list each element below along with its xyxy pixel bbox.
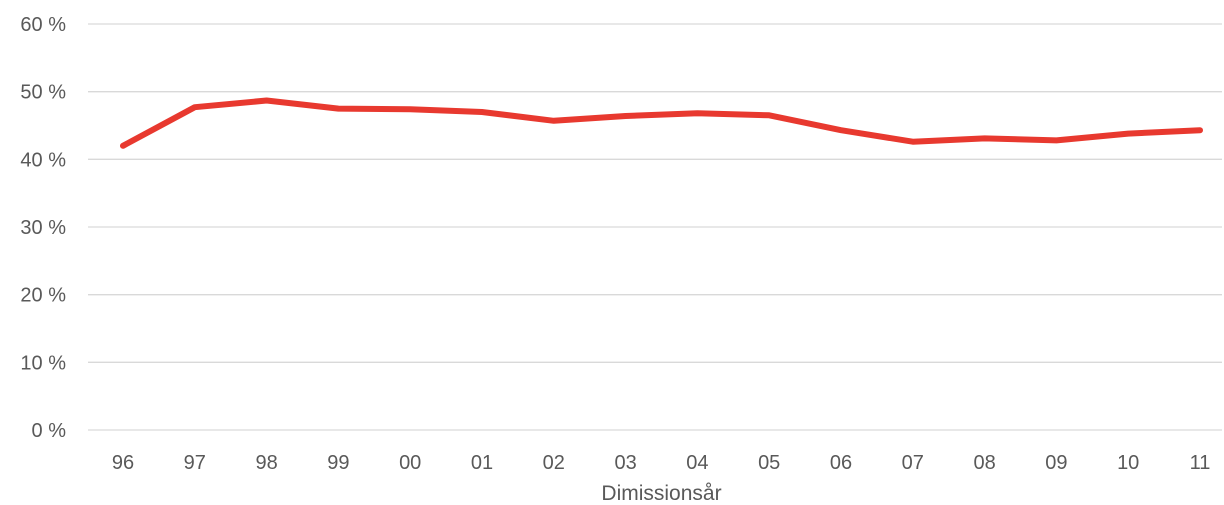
y-tick-label: 60 % [20,14,66,36]
x-tick-label: 98 [255,452,277,474]
series-layer [120,97,1203,149]
x-tick-label: 04 [686,452,708,474]
gridlines [88,23,1222,431]
x-tick-label: 00 [399,452,421,474]
x-tick-label: 06 [830,452,852,474]
x-tick-label: 03 [614,452,636,474]
x-axis-title: Dimissionsår [601,482,721,505]
y-axis-ticks: 0 % 10 % 20 % 30 % 40 % 50 % 60 % [20,14,66,442]
x-tick-label: 07 [902,452,924,474]
series-line [120,97,1203,149]
x-tick-label: 08 [973,452,995,474]
x-tick-label: 05 [758,452,780,474]
y-tick-label: 20 % [20,285,66,307]
y-tick-label: 0 % [32,420,67,442]
x-tick-label: 96 [112,452,134,474]
y-tick-label: 40 % [20,149,66,171]
x-tick-label: 99 [327,452,349,474]
x-tick-label: 09 [1045,452,1067,474]
y-tick-label: 50 % [20,82,66,104]
x-tick-label: 97 [184,452,206,474]
x-tick-label: 01 [471,452,493,474]
x-tick-label: 11 [1190,452,1211,474]
x-tick-label: 02 [543,452,565,474]
y-tick-label: 30 % [20,217,66,239]
y-tick-label: 10 % [20,352,66,374]
x-axis-ticks: 96 97 98 99 00 01 02 03 04 05 06 07 08 09 10 11 [112,452,1211,474]
x-tick-label: 10 [1117,452,1139,474]
